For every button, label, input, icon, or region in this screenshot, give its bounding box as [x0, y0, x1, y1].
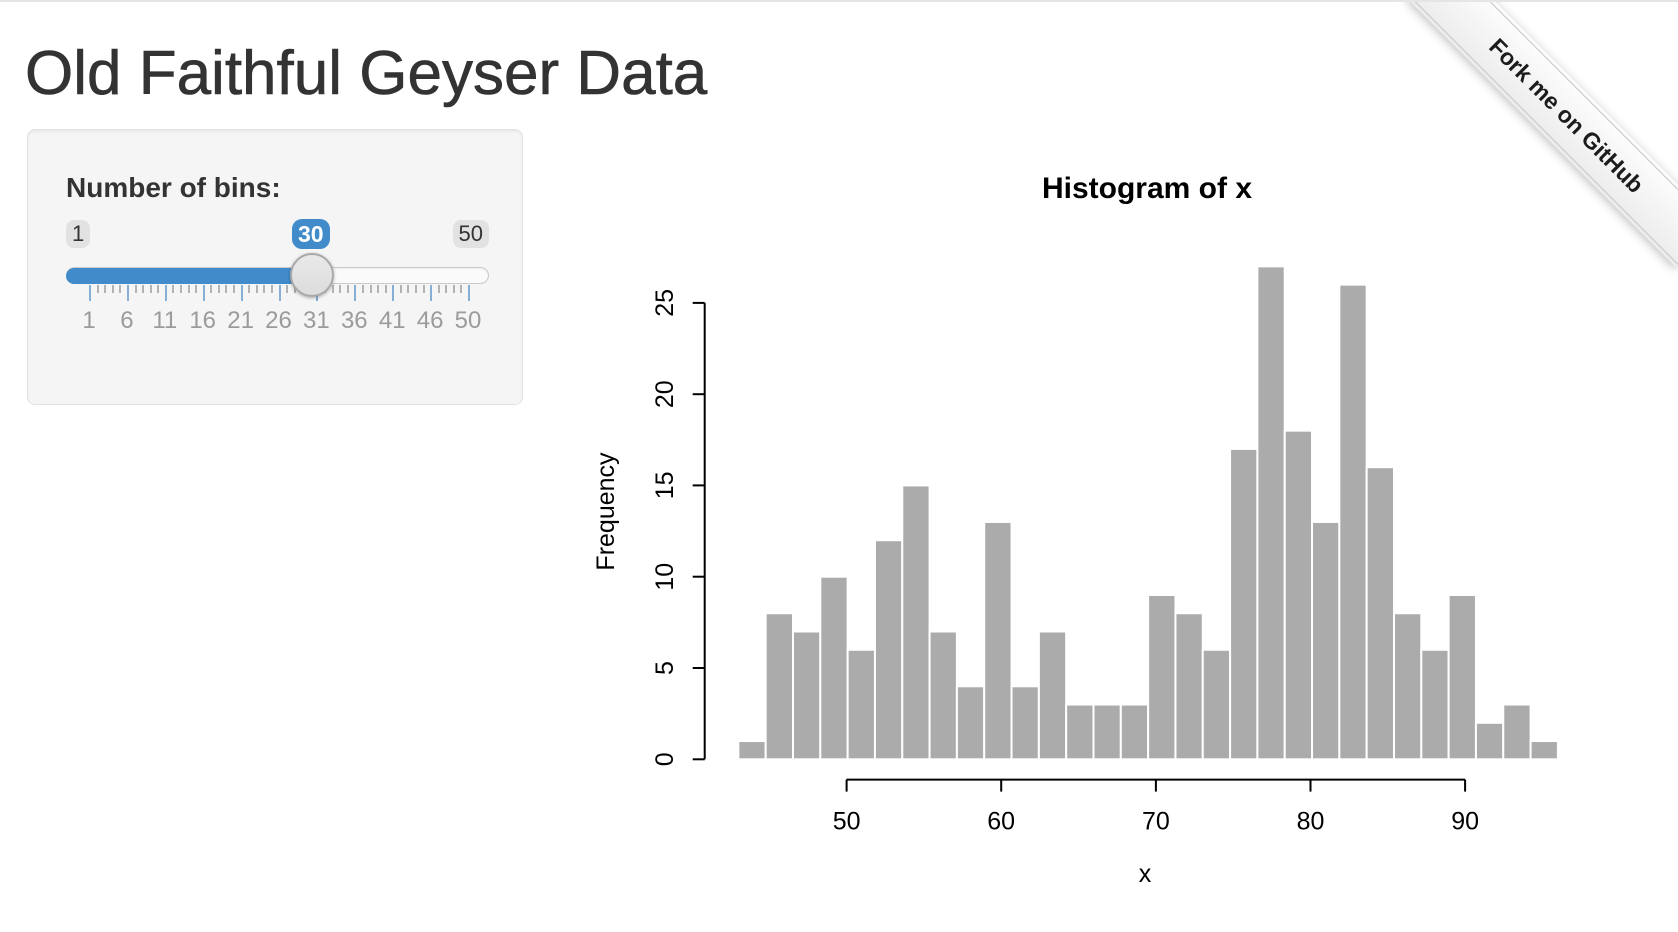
svg-text:20: 20: [651, 380, 679, 408]
svg-text:70: 70: [1142, 808, 1170, 836]
svg-text:Histogram of x: Histogram of x: [1042, 172, 1252, 205]
svg-text:Frequency: Frequency: [592, 452, 620, 571]
svg-text:90: 90: [1451, 808, 1479, 836]
svg-text:80: 80: [1297, 808, 1325, 836]
svg-text:x: x: [1139, 860, 1152, 888]
svg-text:50: 50: [833, 808, 861, 836]
svg-text:0: 0: [651, 752, 679, 766]
svg-text:25: 25: [651, 289, 679, 317]
svg-text:15: 15: [651, 471, 679, 499]
svg-text:10: 10: [651, 563, 679, 591]
svg-text:5: 5: [651, 661, 679, 675]
svg-text:60: 60: [987, 808, 1015, 836]
